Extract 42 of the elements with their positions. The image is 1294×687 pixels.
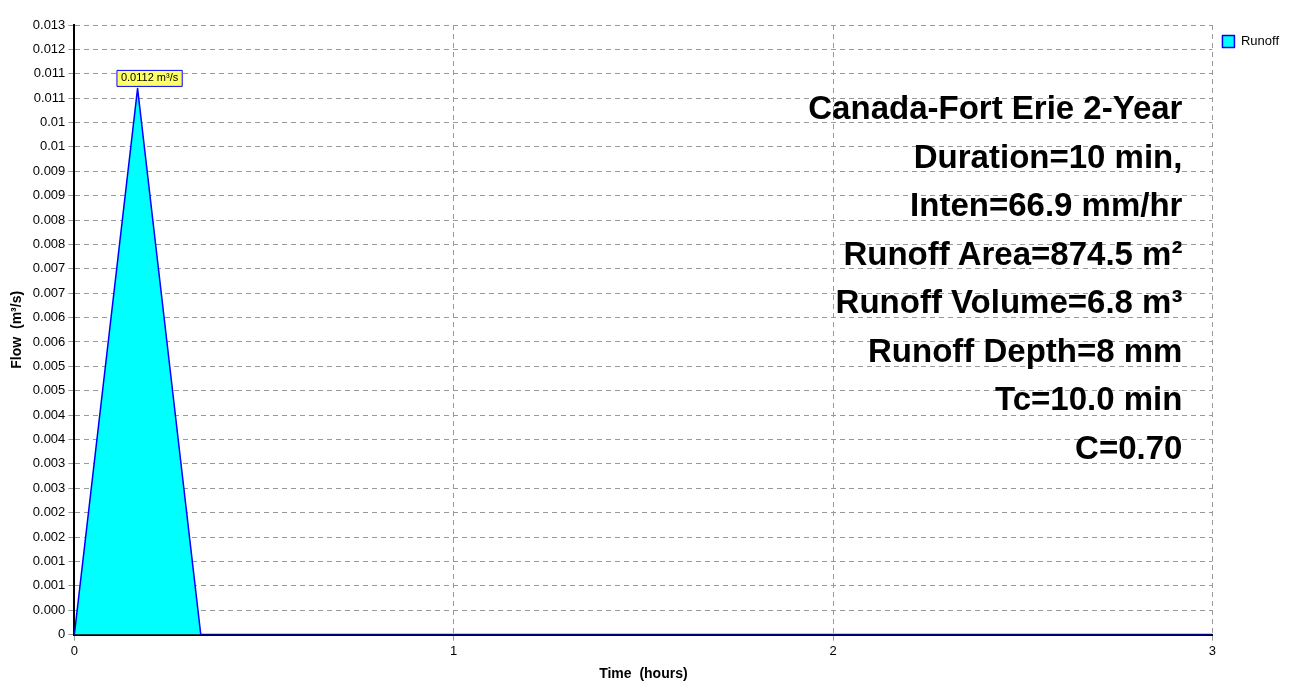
x-tick-label: 2 [829,642,837,658]
y-tick-label: 0.004 [32,431,66,447]
y-tick-label: 0.012 [32,40,66,56]
y-tick-label: 0.01 [40,114,66,130]
y-tick-label: 0.007 [32,284,66,300]
y-tick-label: 0.000 [32,601,66,617]
y-tick-label: 0.003 [32,455,66,471]
y-tick-label: 0.008 [32,211,66,227]
y-tick-label: 0.009 [32,187,66,203]
annotation: Canada-Fort Erie 2-Year [808,89,1183,127]
annotation: Tc=10.0 min [995,380,1183,418]
legend-label: Runoff [1240,33,1280,49]
x-tick-label: 3 [1208,642,1217,658]
annotation: Runoff Volume=6.8 m³ [835,283,1183,321]
annotation: Inten=66.9 mm/hr [910,186,1183,224]
y-tick-label: 0 [58,626,66,642]
y-tick-label: 0.005 [32,382,66,398]
y-axis-title: Flow (m³/s) [8,290,25,369]
y-tick-label: 0.006 [32,309,66,325]
y-tick-label: 0.005 [32,357,66,373]
y-tick-label: 0.008 [32,236,66,252]
y-tick-label: 0.011 [33,89,66,105]
y-tick-label: 0.002 [32,504,66,520]
y-tick-label: 0.011 [33,65,66,81]
y-tick-label: 0.007 [32,260,66,276]
x-tick-label: 1 [450,642,458,658]
annotation: Duration=10 min, [913,137,1183,175]
data-label: 0.0112 m³/s [120,71,179,84]
y-tick-label: 0.001 [32,553,66,569]
annotation: C=0.70 [1075,428,1183,466]
x-tick-label: 0 [70,642,78,658]
annotation: Runoff Area=874.5 m² [843,234,1183,272]
y-tick-label: 0.01 [40,138,66,154]
y-tick-label: 0.003 [32,479,66,495]
y-tick-label: 0.002 [32,528,66,544]
y-tick-label: 0.013 [32,16,66,32]
y-tick-label: 0.009 [32,162,66,178]
x-axis-title: Time (hours) [599,665,688,682]
y-tick-label: 0.006 [32,333,66,349]
annotation: Runoff Depth=8 mm [868,331,1183,369]
y-tick-label: 0.004 [32,406,66,422]
y-tick-label: 0.001 [32,577,66,593]
